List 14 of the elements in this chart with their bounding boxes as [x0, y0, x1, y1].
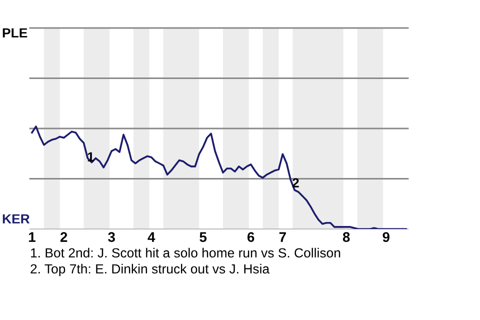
text: 1. Bot 2nd: J. Scott hit a solo home run vs S. Collison: [31, 248, 340, 258]
text: PLE: [2, 28, 28, 38]
x-tick-label: 6: [247, 232, 254, 242]
annotation: 2: [292, 178, 299, 188]
x-tick-label: 9: [382, 232, 390, 242]
x-tick-label: 4: [148, 232, 156, 242]
x-tick-label: 5: [200, 232, 207, 242]
x-tick-label: 2: [60, 232, 68, 242]
x-tick-label: 3: [108, 232, 115, 242]
x-tick-label: 1: [29, 232, 36, 242]
text: 2. Top 7th: E. Dinkin struck out vs J. Hsia: [30, 264, 270, 276]
x-tick-label: 7: [279, 232, 286, 242]
x-tick-label: 8: [342, 232, 350, 242]
text: KER: [2, 214, 30, 224]
